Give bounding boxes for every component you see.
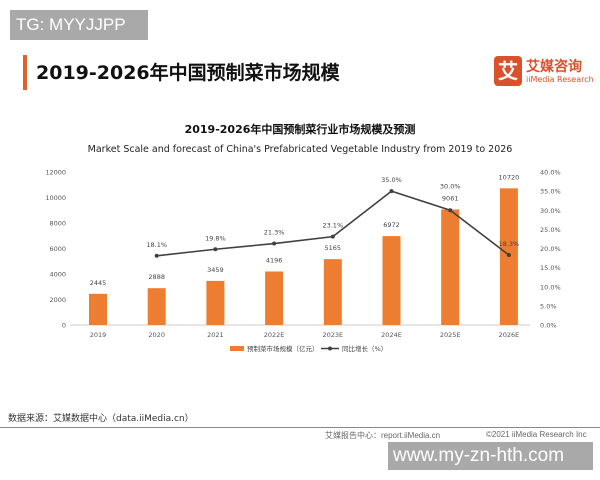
right-tick-label: 25.0%	[540, 226, 561, 234]
x-tick-label: 2019	[90, 331, 107, 339]
growth-point	[213, 247, 218, 252]
x-tick-label: 2020	[148, 331, 165, 339]
x-tick-label: 2024E	[381, 331, 402, 339]
growth-value-label: 23.1%	[322, 222, 343, 230]
logo-mark: 艾	[494, 56, 522, 86]
growth-value-label: 30.0%	[440, 182, 461, 190]
right-tick-label: 5.0%	[540, 302, 557, 310]
bar	[323, 259, 342, 325]
data-source: 数据来源：艾媒数据中心（data.iiMedia.cn）	[8, 414, 194, 424]
growth-point	[506, 253, 511, 258]
logo-cn: 艾媒咨询	[526, 59, 582, 75]
left-tick-label: 6000	[49, 245, 66, 253]
right-tick-label: 0.0%	[540, 322, 557, 330]
growth-point	[154, 253, 159, 258]
legend-line-label: 同比增长（%）	[342, 344, 387, 353]
growth-point	[448, 208, 453, 213]
x-tick-label: 2022E	[264, 331, 285, 339]
left-tick-label: 2000	[49, 296, 66, 304]
footer-copyright: ©2021 iiMedia Research Inc	[486, 430, 587, 439]
legend-line-marker	[328, 346, 332, 351]
left-tick-label: 12000	[45, 169, 66, 177]
growth-value-label: 18.1%	[146, 241, 167, 249]
bar-value-label: 2888	[148, 273, 165, 281]
watermark-bottom: www.my-zn-hth.com	[388, 442, 593, 470]
right-tick-label: 10.0%	[540, 283, 561, 291]
growth-value-label: 35.0%	[381, 176, 402, 184]
growth-value-label: 21.3%	[264, 229, 285, 237]
logo-en: iiMedia Research	[526, 75, 594, 84]
x-tick-label: 2025E	[440, 331, 461, 339]
watermark-top: TG: MYYJJPP	[10, 10, 148, 40]
footer-report: 艾媒报告中心：report.iiMedia.cn	[325, 431, 441, 440]
x-tick-label: 2026E	[499, 331, 520, 339]
legend-bar-swatch	[230, 346, 244, 351]
market-chart: 2019-2026年中国预制菜行业市场规模及预测 Market Scale an…	[45, 122, 561, 353]
right-tick-label: 35.0%	[540, 188, 561, 196]
chart-title: 2019-2026年中国预制菜行业市场规模及预测	[185, 122, 416, 136]
bar-value-label: 4196	[266, 257, 283, 265]
growth-value-label: 19.8%	[205, 234, 226, 242]
right-tick-label: 30.0%	[540, 207, 561, 215]
page-title: 2019-2026年中国预制菜市场规模	[36, 62, 340, 84]
left-tick-label: 8000	[49, 220, 66, 228]
left-tick-label: 10000	[45, 194, 66, 202]
growth-point	[330, 234, 335, 239]
bar	[441, 209, 460, 325]
bar-value-label: 3459	[207, 266, 224, 274]
bar-value-label: 6972	[383, 221, 400, 229]
bar	[265, 271, 284, 325]
x-tick-label: 2023E	[322, 331, 343, 339]
iimedia-logo: 艾 艾媒咨询 iiMedia Research	[494, 56, 594, 88]
left-tick-label: 4000	[49, 271, 66, 279]
title-accent-bar	[23, 55, 27, 90]
bar	[206, 280, 225, 325]
bar-value-label: 2445	[90, 279, 107, 287]
bar	[382, 236, 401, 325]
growth-point	[272, 241, 277, 246]
chart-subtitle: Market Scale and forecast of China's Pre…	[88, 144, 513, 155]
legend-bar-label: 预制菜市场规模（亿元）	[247, 344, 319, 353]
growth-point	[389, 189, 394, 194]
bar-value-label: 10720	[499, 173, 520, 181]
legend: 预制菜市场规模（亿元） 同比增长（%）	[230, 344, 387, 353]
footer-divider	[0, 427, 600, 428]
right-tick-label: 20.0%	[540, 245, 561, 253]
right-tick-label: 15.0%	[540, 264, 561, 272]
left-tick-label: 0	[62, 322, 66, 330]
growth-value-label: 18.3%	[499, 240, 520, 248]
bar	[89, 293, 107, 325]
bar-value-label: 9061	[442, 194, 459, 202]
bar	[147, 288, 166, 325]
x-tick-label: 2021	[207, 331, 224, 339]
right-tick-label: 40.0%	[540, 169, 561, 177]
bar-value-label: 5165	[325, 244, 342, 252]
